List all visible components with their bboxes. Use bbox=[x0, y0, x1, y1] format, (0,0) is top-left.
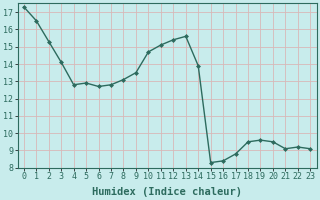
X-axis label: Humidex (Indice chaleur): Humidex (Indice chaleur) bbox=[92, 186, 242, 197]
